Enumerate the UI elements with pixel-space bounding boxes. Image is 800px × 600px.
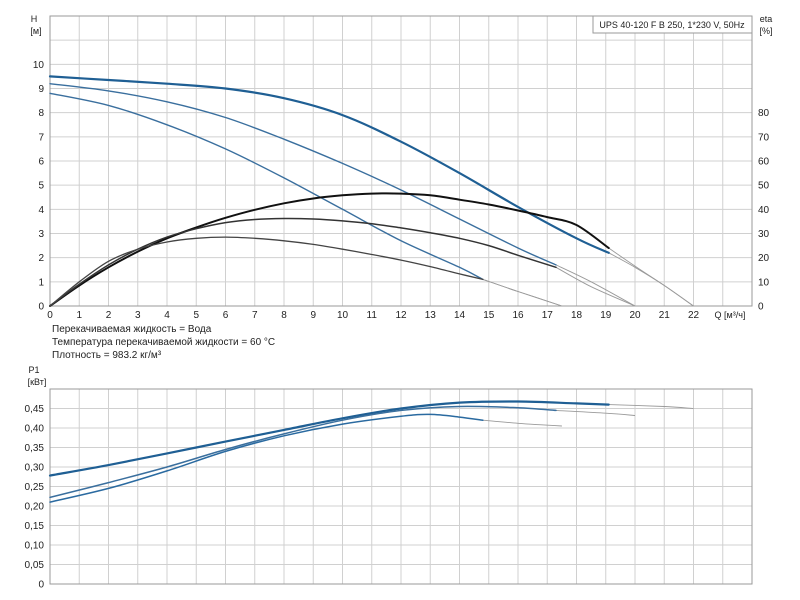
note-fluid: Перекачиваемая жидкость = Вода <box>52 324 212 335</box>
efficiency-curve-speed-3 <box>49 192 610 307</box>
x-tick-label: 14 <box>454 310 466 321</box>
y-tick-label-head: 2 <box>38 253 44 264</box>
x-tick-label: 6 <box>223 310 229 321</box>
y-tick-label-power: 0,45 <box>25 404 45 415</box>
y2-tick-label-eta: 0 <box>758 302 764 313</box>
y2-tick-label-eta: 70 <box>758 132 770 143</box>
x-tick-label: 12 <box>395 310 407 321</box>
y2-tick-label-eta: 80 <box>758 108 770 119</box>
y-tick-label-head: 6 <box>38 157 44 168</box>
x-tick-label: 22 <box>688 310 700 321</box>
power-chart: P1 [кВт] 0 0,05 0,10 0,15 0,20 0,25 0,30 0,35 0,… <box>25 365 753 591</box>
y-tick-label-power: 0,35 <box>25 443 45 454</box>
y2-tick-label-eta: 10 <box>758 277 770 288</box>
x-tick-label: 17 <box>542 310 554 321</box>
x-tick-label: 8 <box>281 310 287 321</box>
x-tick-label: 11 <box>367 310 378 321</box>
y2-axis-unit-eta: [%] <box>759 26 772 36</box>
x-tick-label: 15 <box>483 310 495 321</box>
y-axis-label-power: P1 <box>28 365 39 375</box>
note-temperature: Температура перекачиваемой жидкости = 60… <box>52 337 275 348</box>
head-grid <box>50 16 752 306</box>
y2-tick-label-eta: 60 <box>758 157 770 168</box>
x-tick-label: 5 <box>193 310 199 321</box>
x-tick-labels: 0 1 2 3 4 5 6 7 8 9 10 11 12 13 14 15 16 17 18 19 20 21 22 <box>47 310 699 321</box>
power-curve-speed-3 <box>48 400 610 477</box>
x-tick-label: 13 <box>425 310 437 321</box>
y2-tick-label-eta: 50 <box>758 181 770 192</box>
y-tick-label-head: 1 <box>38 277 44 288</box>
y2-tick-label-eta: 20 <box>758 253 770 264</box>
y-tick-label-head: 9 <box>38 84 44 95</box>
note-density: Плотность = 983.2 кг/м³ <box>52 350 162 361</box>
y-tick-label-power: 0 <box>38 580 44 591</box>
chart-title-box <box>592 15 753 34</box>
power-plot-frame <box>49 388 753 585</box>
head-extension-speed-2 <box>555 264 636 307</box>
y-tick-label-power: 0,30 <box>25 463 45 474</box>
power-extension-speed-1 <box>482 419 562 427</box>
x-tick-label: 18 <box>571 310 583 321</box>
chart-title: UPS 40-120 F B 250, 1*230 V, 50Hz <box>599 20 745 30</box>
y-tick-label-head: 4 <box>38 205 44 216</box>
power-grid <box>50 389 752 584</box>
x-tick-label: 16 <box>512 310 524 321</box>
power-curve-speed-1 <box>49 413 484 503</box>
y-axis-label-head: H <box>31 14 38 24</box>
x-tick-label: 19 <box>600 310 612 321</box>
y-tick-labels-head: 0 1 2 3 4 5 6 7 8 9 10 <box>33 60 45 313</box>
head-curve-speed-2 <box>49 83 557 266</box>
y2-tick-label-eta: 30 <box>758 229 770 240</box>
y-tick-label-head: 7 <box>38 132 44 143</box>
y-tick-label-power: 0,25 <box>25 482 45 493</box>
efficiency-curves <box>49 192 694 307</box>
x-axis-label: Q [м³/ч] <box>715 310 746 320</box>
y-tick-label-head: 3 <box>38 229 44 240</box>
x-tick-label: 21 <box>659 310 671 321</box>
power-curve-speed-2 <box>49 405 557 499</box>
y-axis-unit-head: [м] <box>30 26 41 36</box>
x-tick-label: 10 <box>337 310 349 321</box>
y-axis-unit-power: [кВт] <box>28 377 47 387</box>
y-tick-labels-power: 0 0,05 0,10 0,15 0,20 0,25 0,30 0,35 0,40 0,45 <box>25 404 45 591</box>
efficiency-curve-speed-1 <box>49 236 484 307</box>
power-extension-speed-2 <box>555 409 636 416</box>
x-tick-label: 0 <box>47 310 53 321</box>
y-tick-label-head: 8 <box>38 108 44 119</box>
y-tick-label-head: 0 <box>38 302 44 313</box>
y2-tick-labels-eta: 0 10 20 30 40 50 60 70 80 <box>758 108 770 312</box>
power-extension-speed-3 <box>608 404 694 409</box>
y-tick-label-power: 0,40 <box>25 424 45 435</box>
efficiency-extension-speed-2 <box>555 266 636 307</box>
x-tick-label: 3 <box>135 310 141 321</box>
y-tick-label-head: 10 <box>33 60 45 71</box>
y-tick-label-power: 0,15 <box>25 521 45 532</box>
x-tick-label: 2 <box>106 310 112 321</box>
head-plot-frame <box>49 15 753 307</box>
y2-axis-label-eta: eta <box>760 14 773 24</box>
head-efficiency-chart: UPS 40-120 F B 250, 1*230 V, 50Hz H [м] … <box>30 14 772 361</box>
x-tick-label: 7 <box>252 310 258 321</box>
x-tick-label: 9 <box>310 310 316 321</box>
y-tick-label-power: 0,05 <box>25 560 45 571</box>
x-tick-label: 20 <box>629 310 641 321</box>
efficiency-extension-speed-3 <box>608 247 694 307</box>
head-curve-speed-3 <box>48 75 610 254</box>
y-tick-label-head: 5 <box>38 181 44 192</box>
efficiency-extension-speed-1 <box>482 278 563 307</box>
efficiency-curve-speed-2 <box>49 217 557 307</box>
head-curve-speed-1 <box>49 92 484 281</box>
power-curves <box>48 400 694 503</box>
y-tick-label-power: 0,10 <box>25 541 45 552</box>
y-tick-label-power: 0,20 <box>25 502 45 513</box>
x-tick-label: 4 <box>164 310 170 321</box>
x-tick-label: 1 <box>76 310 82 321</box>
y2-tick-label-eta: 40 <box>758 205 770 216</box>
